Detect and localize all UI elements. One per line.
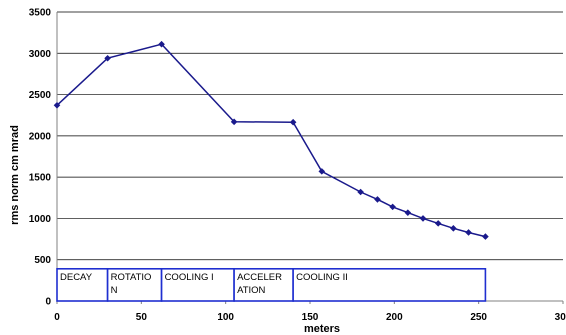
data-point-marker bbox=[158, 40, 165, 48]
y-tick-label: 3000 bbox=[29, 49, 52, 60]
x-tick-label: 0 bbox=[54, 312, 60, 323]
stage-label: ACCELER bbox=[237, 272, 282, 283]
y-tick-label: 0 bbox=[45, 297, 51, 308]
stage-box-3: ACCELER ATION bbox=[233, 267, 294, 302]
stage-box-outline bbox=[160, 267, 235, 302]
y-tick-label: 2000 bbox=[29, 131, 52, 142]
x-tick-label: 300 bbox=[555, 312, 566, 323]
gridlines bbox=[57, 11, 563, 261]
y-axis-tick-labels: 0 500 1000 1500 2000 2500 3000 3500 bbox=[29, 8, 52, 308]
y-tick-label: 3500 bbox=[29, 8, 52, 19]
data-point-marker bbox=[389, 203, 396, 211]
x-tick-label: 250 bbox=[470, 312, 487, 323]
stage-box-4: COOLING II bbox=[292, 267, 487, 302]
data-point-marker bbox=[419, 215, 427, 222]
stage-label: ROTATIO bbox=[111, 272, 152, 283]
data-point-marker bbox=[357, 188, 364, 196]
stage-box-2: COOLING I bbox=[160, 267, 235, 302]
data-point-marker bbox=[404, 209, 412, 216]
stage-annotation-boxes: DECAY ROTATIO N COOLING I ACCELER ATION COOLIN… bbox=[56, 267, 487, 302]
stage-label: COOLING I bbox=[165, 272, 214, 283]
series-line bbox=[56, 43, 486, 238]
stage-label: ATION bbox=[237, 285, 265, 296]
stage-box-outline bbox=[106, 267, 163, 302]
data-point-marker bbox=[104, 54, 111, 62]
stage-label: N bbox=[111, 285, 118, 296]
x-tick-label: 150 bbox=[302, 312, 319, 323]
series bbox=[53, 40, 489, 240]
x-axis-tick-labels: 0 50 100 150 200 250 300 bbox=[54, 301, 566, 323]
data-point-marker bbox=[465, 229, 472, 236]
x-tick-label: 50 bbox=[136, 312, 148, 323]
y-tick-label: 1500 bbox=[29, 173, 52, 184]
y-tick-label: 1000 bbox=[29, 214, 52, 225]
data-point-marker bbox=[318, 168, 326, 175]
y-tick-label: 500 bbox=[34, 255, 51, 266]
stage-box-outline bbox=[56, 267, 109, 302]
stage-box-outline bbox=[292, 267, 487, 302]
data-point-marker bbox=[450, 225, 457, 232]
stage-box-0: DECAY bbox=[56, 267, 109, 302]
stage-label: DECAY bbox=[60, 272, 93, 283]
y-axis-title: rms norm cm mrad bbox=[9, 125, 21, 225]
data-point-marker bbox=[374, 196, 381, 203]
data-point-marker bbox=[482, 233, 489, 240]
x-tick-label: 200 bbox=[386, 312, 403, 323]
stage-box-1: ROTATIO N bbox=[106, 267, 163, 302]
y-tick-label: 2500 bbox=[29, 90, 52, 101]
axes bbox=[56, 12, 563, 302]
data-point-marker bbox=[289, 118, 297, 126]
x-tick-label: 100 bbox=[217, 312, 234, 323]
data-point-marker bbox=[434, 220, 442, 227]
stage-label: COOLING II bbox=[296, 272, 348, 283]
data-point-marker bbox=[53, 102, 61, 109]
data-point-marker bbox=[230, 118, 238, 126]
x-axis-title: meters bbox=[304, 323, 340, 335]
